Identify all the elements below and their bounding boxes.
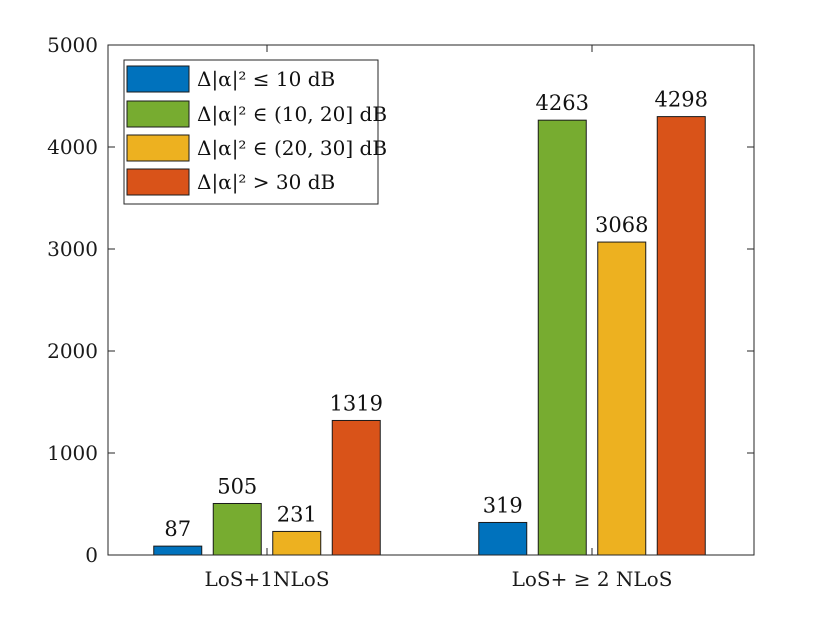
bar	[597, 241, 647, 556]
x-axis-ticks: LoS+1NLoS LoS+ ≥ 2 NLoS	[204, 45, 672, 591]
plot-frame	[107, 44, 755, 556]
legend-swatch	[126, 100, 190, 128]
y-tick-label: 4000	[47, 135, 98, 159]
legend-item: Δ|α|² > 30 dB	[126, 168, 335, 196]
y-tick-label: 1000	[47, 441, 98, 465]
bar-data-label: 505	[217, 474, 257, 498]
legend-label: Δ|α|² ∈ (10, 20] dB	[197, 102, 387, 127]
x-tick-label: LoS+ ≥ 2 NLoS	[512, 567, 673, 591]
bar	[272, 530, 322, 556]
bars	[153, 116, 706, 556]
bar	[331, 419, 381, 556]
bar-data-label: 4263	[536, 91, 589, 115]
legend-item: Δ|α|² ∈ (20, 30] dB	[126, 134, 387, 162]
bar	[537, 119, 587, 556]
legend-item: Δ|α|² ∈ (10, 20] dB	[126, 100, 387, 128]
x-tick-label: LoS+1NLoS	[204, 567, 329, 591]
bar-data-label: 87	[164, 517, 191, 541]
bar	[656, 116, 706, 556]
legend-label: Δ|α|² > 30 dB	[197, 170, 335, 195]
data-labels: 87 505 231 1319 319 4263 3068 4298	[164, 88, 708, 542]
legend: Δ|α|² ≤ 10 dB Δ|α|² ∈ (10, 20] dB Δ|α|² ∈ …	[123, 59, 387, 205]
bar-data-label: 3068	[595, 213, 648, 237]
bar-data-label: 319	[483, 493, 523, 517]
bar	[478, 521, 528, 556]
bar-data-label: 231	[277, 502, 317, 526]
bar-data-label: 4298	[655, 88, 708, 112]
bar	[153, 545, 203, 556]
bar-data-label: 1319	[330, 391, 383, 415]
y-tick-label: 5000	[47, 33, 98, 57]
legend-swatch	[126, 134, 190, 162]
y-tick-label: 2000	[47, 339, 98, 363]
bar	[212, 502, 262, 556]
legend-label: Δ|α|² ∈ (20, 30] dB	[197, 136, 387, 161]
y-tick-label: 0	[85, 543, 98, 567]
legend-swatch	[126, 168, 190, 196]
y-axis-ticks: 0 1000 2000 3000 4000 5000	[47, 33, 754, 567]
legend-label: Δ|α|² ≤ 10 dB	[197, 67, 335, 92]
legend-swatch	[126, 65, 190, 93]
y-tick-label: 3000	[47, 237, 98, 261]
legend-item: Δ|α|² ≤ 10 dB	[126, 65, 335, 93]
